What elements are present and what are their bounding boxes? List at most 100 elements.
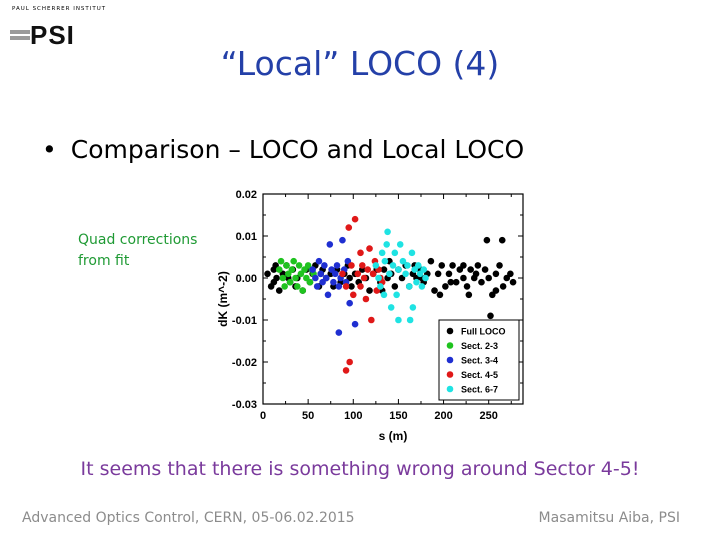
annotation-line-2: from fit [78, 253, 130, 269]
data-point [391, 249, 399, 257]
data-point [281, 283, 288, 290]
data-point [427, 257, 435, 265]
data-point [286, 278, 294, 286]
data-point [452, 278, 460, 286]
data-point [472, 270, 480, 278]
data-point [335, 283, 343, 290]
data-point [434, 270, 442, 278]
data-point [342, 283, 350, 290]
data-point [442, 283, 449, 290]
data-point [295, 262, 303, 269]
annotation-line-1: Quad corrections [78, 232, 198, 248]
y-tick-label: -0.01 [232, 315, 257, 327]
data-point [294, 283, 301, 290]
y-tick-label: -0.03 [232, 399, 257, 411]
data-point [299, 287, 307, 294]
data-point [465, 291, 473, 299]
data-point [395, 266, 402, 273]
data-point [348, 262, 355, 269]
data-point [496, 262, 503, 269]
y-tick-label: 0.00 [236, 273, 257, 285]
data-point [405, 283, 413, 290]
data-point [277, 257, 285, 265]
data-point [346, 299, 353, 307]
data-point [306, 278, 314, 286]
data-point [354, 270, 362, 278]
legend-marker [446, 371, 454, 378]
data-point [309, 266, 316, 273]
data-point [413, 278, 420, 286]
legend-label: Full LOCO [461, 327, 506, 337]
data-point [463, 283, 471, 290]
logo-mark-text: PSI [30, 20, 75, 46]
data-point [422, 274, 429, 282]
data-point [339, 270, 346, 278]
data-point [498, 236, 506, 244]
data-point [322, 274, 330, 282]
chart-annotation: Quad corrections from fit [78, 230, 218, 272]
y-tick-label: -0.02 [232, 357, 257, 369]
y-tick-label: 0.02 [236, 189, 257, 201]
data-point [366, 245, 373, 252]
data-point [339, 236, 346, 244]
data-point [438, 262, 446, 269]
data-point [391, 283, 399, 290]
data-point [420, 266, 427, 273]
data-point [467, 266, 474, 273]
data-point [380, 291, 388, 299]
data-point [315, 257, 323, 265]
y-axis-label: dK (m^-2) [216, 271, 230, 327]
data-point [330, 278, 337, 286]
data-point [404, 262, 411, 269]
data-point [313, 283, 321, 290]
data-point [346, 358, 353, 366]
data-point [449, 262, 456, 269]
data-point [275, 287, 283, 294]
data-point [383, 241, 390, 248]
data-point [408, 249, 416, 257]
data-point [402, 270, 409, 278]
data-point [431, 287, 438, 294]
legend-label: Sect. 2-3 [461, 341, 498, 351]
data-point [492, 287, 500, 294]
scatter-chart: 0 50 100 150 200 250 -0.03 -0.02 -0.01 0.00 0.01 0.… [216, 189, 524, 443]
data-point [288, 266, 296, 273]
data-point [414, 262, 422, 269]
data-point [351, 320, 359, 328]
data-point [460, 262, 467, 269]
data-point [487, 312, 494, 320]
data-point [333, 262, 341, 269]
legend-marker [446, 342, 454, 349]
legend-marker [446, 356, 454, 364]
x-tick-label: 250 [480, 410, 498, 422]
data-point [364, 266, 372, 273]
data-point [396, 241, 404, 248]
data-point [418, 283, 426, 290]
slide-title: “Local” LOCO (4) [220, 44, 500, 83]
legend-marker [446, 327, 454, 335]
data-point [264, 270, 271, 278]
data-point [324, 291, 332, 299]
data-point [369, 270, 377, 278]
data-point [345, 224, 353, 231]
data-point [331, 270, 339, 278]
data-point [378, 249, 386, 257]
data-point [485, 274, 492, 282]
data-point [366, 287, 373, 294]
x-tick-label: 0 [260, 410, 266, 422]
data-point [326, 241, 334, 248]
x-tick-label: 150 [389, 410, 407, 422]
data-point [380, 266, 388, 273]
data-point [381, 257, 389, 265]
data-point [342, 367, 350, 374]
data-point [445, 270, 453, 278]
data-point [483, 236, 491, 244]
footer-right: Masamitsu Aiba, PSI [538, 510, 680, 526]
conclusion-text: It seems that there is something wrong a… [80, 458, 640, 480]
data-point [386, 270, 393, 278]
data-point [279, 274, 287, 282]
data-point [317, 270, 325, 278]
legend-label: Sect. 6-7 [461, 385, 498, 395]
data-point [321, 262, 328, 269]
data-point [292, 274, 299, 282]
